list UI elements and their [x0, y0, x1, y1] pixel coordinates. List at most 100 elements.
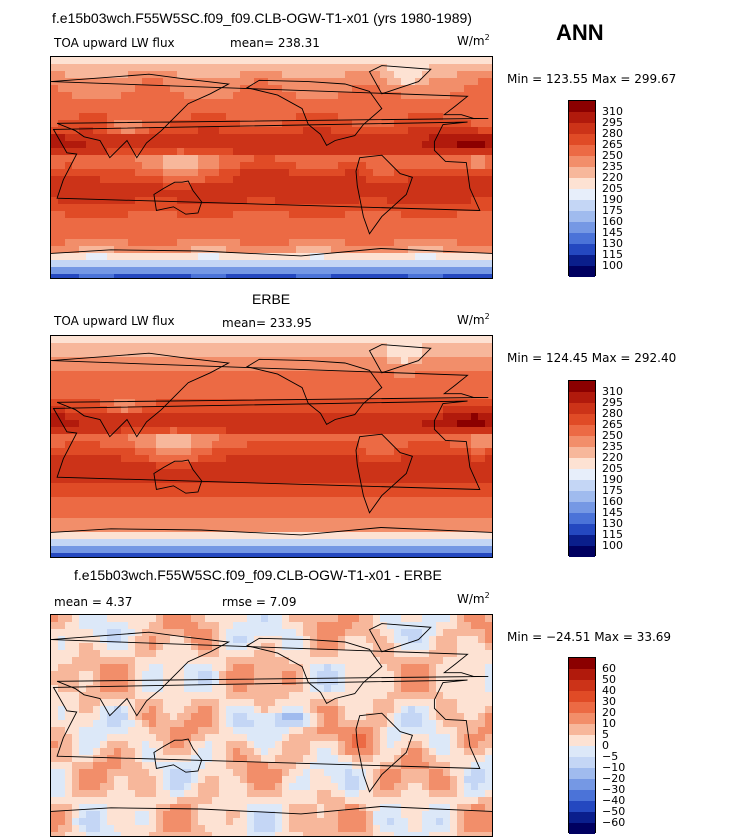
field-cell — [373, 253, 381, 261]
field-cell — [282, 483, 290, 491]
field-cell — [212, 92, 220, 100]
field-cell — [282, 546, 290, 554]
field-cell — [79, 615, 87, 623]
field-cell — [345, 511, 353, 519]
colorbar-tick-label: 205 — [602, 182, 623, 195]
field-cell — [184, 622, 192, 630]
field-cell — [310, 615, 318, 623]
field-cell — [198, 92, 206, 100]
field-cell — [163, 434, 171, 442]
field-cell — [478, 57, 486, 65]
field-cell — [429, 253, 437, 261]
field-cell — [373, 636, 381, 644]
coastline — [368, 344, 432, 374]
field-cells — [51, 336, 492, 557]
field-cell — [233, 497, 241, 505]
field-cell — [198, 336, 206, 344]
field-cell — [401, 357, 409, 365]
field-cell — [373, 148, 381, 156]
field-cell — [282, 406, 290, 414]
field-cell — [121, 413, 129, 421]
field-cell — [100, 106, 108, 114]
field-cell — [121, 85, 129, 93]
field-cell — [191, 106, 199, 114]
field-cell — [443, 615, 451, 623]
field-cell — [156, 678, 164, 686]
field-cell — [387, 546, 395, 554]
field-cell — [205, 99, 213, 107]
field-cell — [114, 532, 122, 540]
field-cell — [415, 699, 423, 707]
field-cell — [198, 685, 206, 693]
field-cell — [170, 643, 178, 651]
field-cell — [324, 78, 332, 86]
field-cell — [373, 371, 381, 379]
field-cell — [79, 553, 87, 557]
field-cell — [394, 99, 402, 107]
field-cell — [51, 385, 59, 393]
field-cell — [212, 385, 220, 393]
field-cell — [324, 211, 332, 219]
field-cell — [324, 371, 332, 379]
field-cell — [429, 497, 437, 505]
field-cell — [184, 455, 192, 463]
field-cell — [317, 406, 325, 414]
field-cell — [338, 190, 346, 198]
field-cell — [282, 357, 290, 365]
field-cell — [296, 532, 304, 540]
field-cell — [394, 504, 402, 512]
field-cell — [254, 113, 262, 121]
field-cell — [303, 336, 311, 344]
field-cell — [93, 350, 101, 358]
field-cell — [170, 406, 178, 414]
field-cell — [93, 85, 101, 93]
field-cell — [331, 504, 339, 512]
field-cell — [373, 629, 381, 637]
field-cell — [373, 650, 381, 658]
field-cell — [352, 106, 360, 114]
field-cell — [149, 260, 157, 268]
field-cell — [450, 127, 458, 135]
field-cell — [156, 615, 164, 623]
field-cell — [121, 120, 129, 128]
field-cell — [149, 357, 157, 365]
field-cell — [415, 643, 423, 651]
season-label: ANN — [556, 20, 604, 45]
field-cell — [121, 462, 129, 470]
field-cell — [240, 57, 248, 65]
field-cell — [247, 57, 255, 65]
field-cell — [373, 267, 381, 275]
field-cell — [457, 106, 465, 114]
field-cell — [86, 455, 94, 463]
field-cell — [380, 176, 388, 184]
field-cell — [359, 539, 367, 547]
field-cell — [107, 190, 115, 198]
field-cell — [303, 246, 311, 254]
field-cell — [408, 113, 416, 121]
field-cell — [142, 99, 150, 107]
field-cell — [212, 706, 220, 714]
field-cell — [268, 176, 276, 184]
field-cell — [310, 455, 318, 463]
field-cell — [471, 113, 479, 121]
field-cell — [359, 657, 367, 665]
field-cell — [51, 176, 59, 184]
field-cell — [303, 413, 311, 421]
field-cell — [198, 127, 206, 135]
field-cell — [107, 162, 115, 170]
field-cell — [254, 483, 262, 491]
field-cell — [240, 336, 248, 344]
colorbar-tick-label: 265 — [602, 138, 623, 151]
field-cell — [240, 113, 248, 121]
field-cell — [436, 218, 444, 226]
field-cell — [380, 622, 388, 630]
field-cell — [156, 99, 164, 107]
field-cell — [478, 406, 486, 414]
field-cell — [149, 525, 157, 533]
field-cell — [254, 211, 262, 219]
field-cell — [471, 629, 479, 637]
field-cell — [135, 99, 143, 107]
field-cell — [240, 141, 248, 149]
field-cell — [170, 357, 178, 365]
field-cell — [58, 239, 66, 247]
